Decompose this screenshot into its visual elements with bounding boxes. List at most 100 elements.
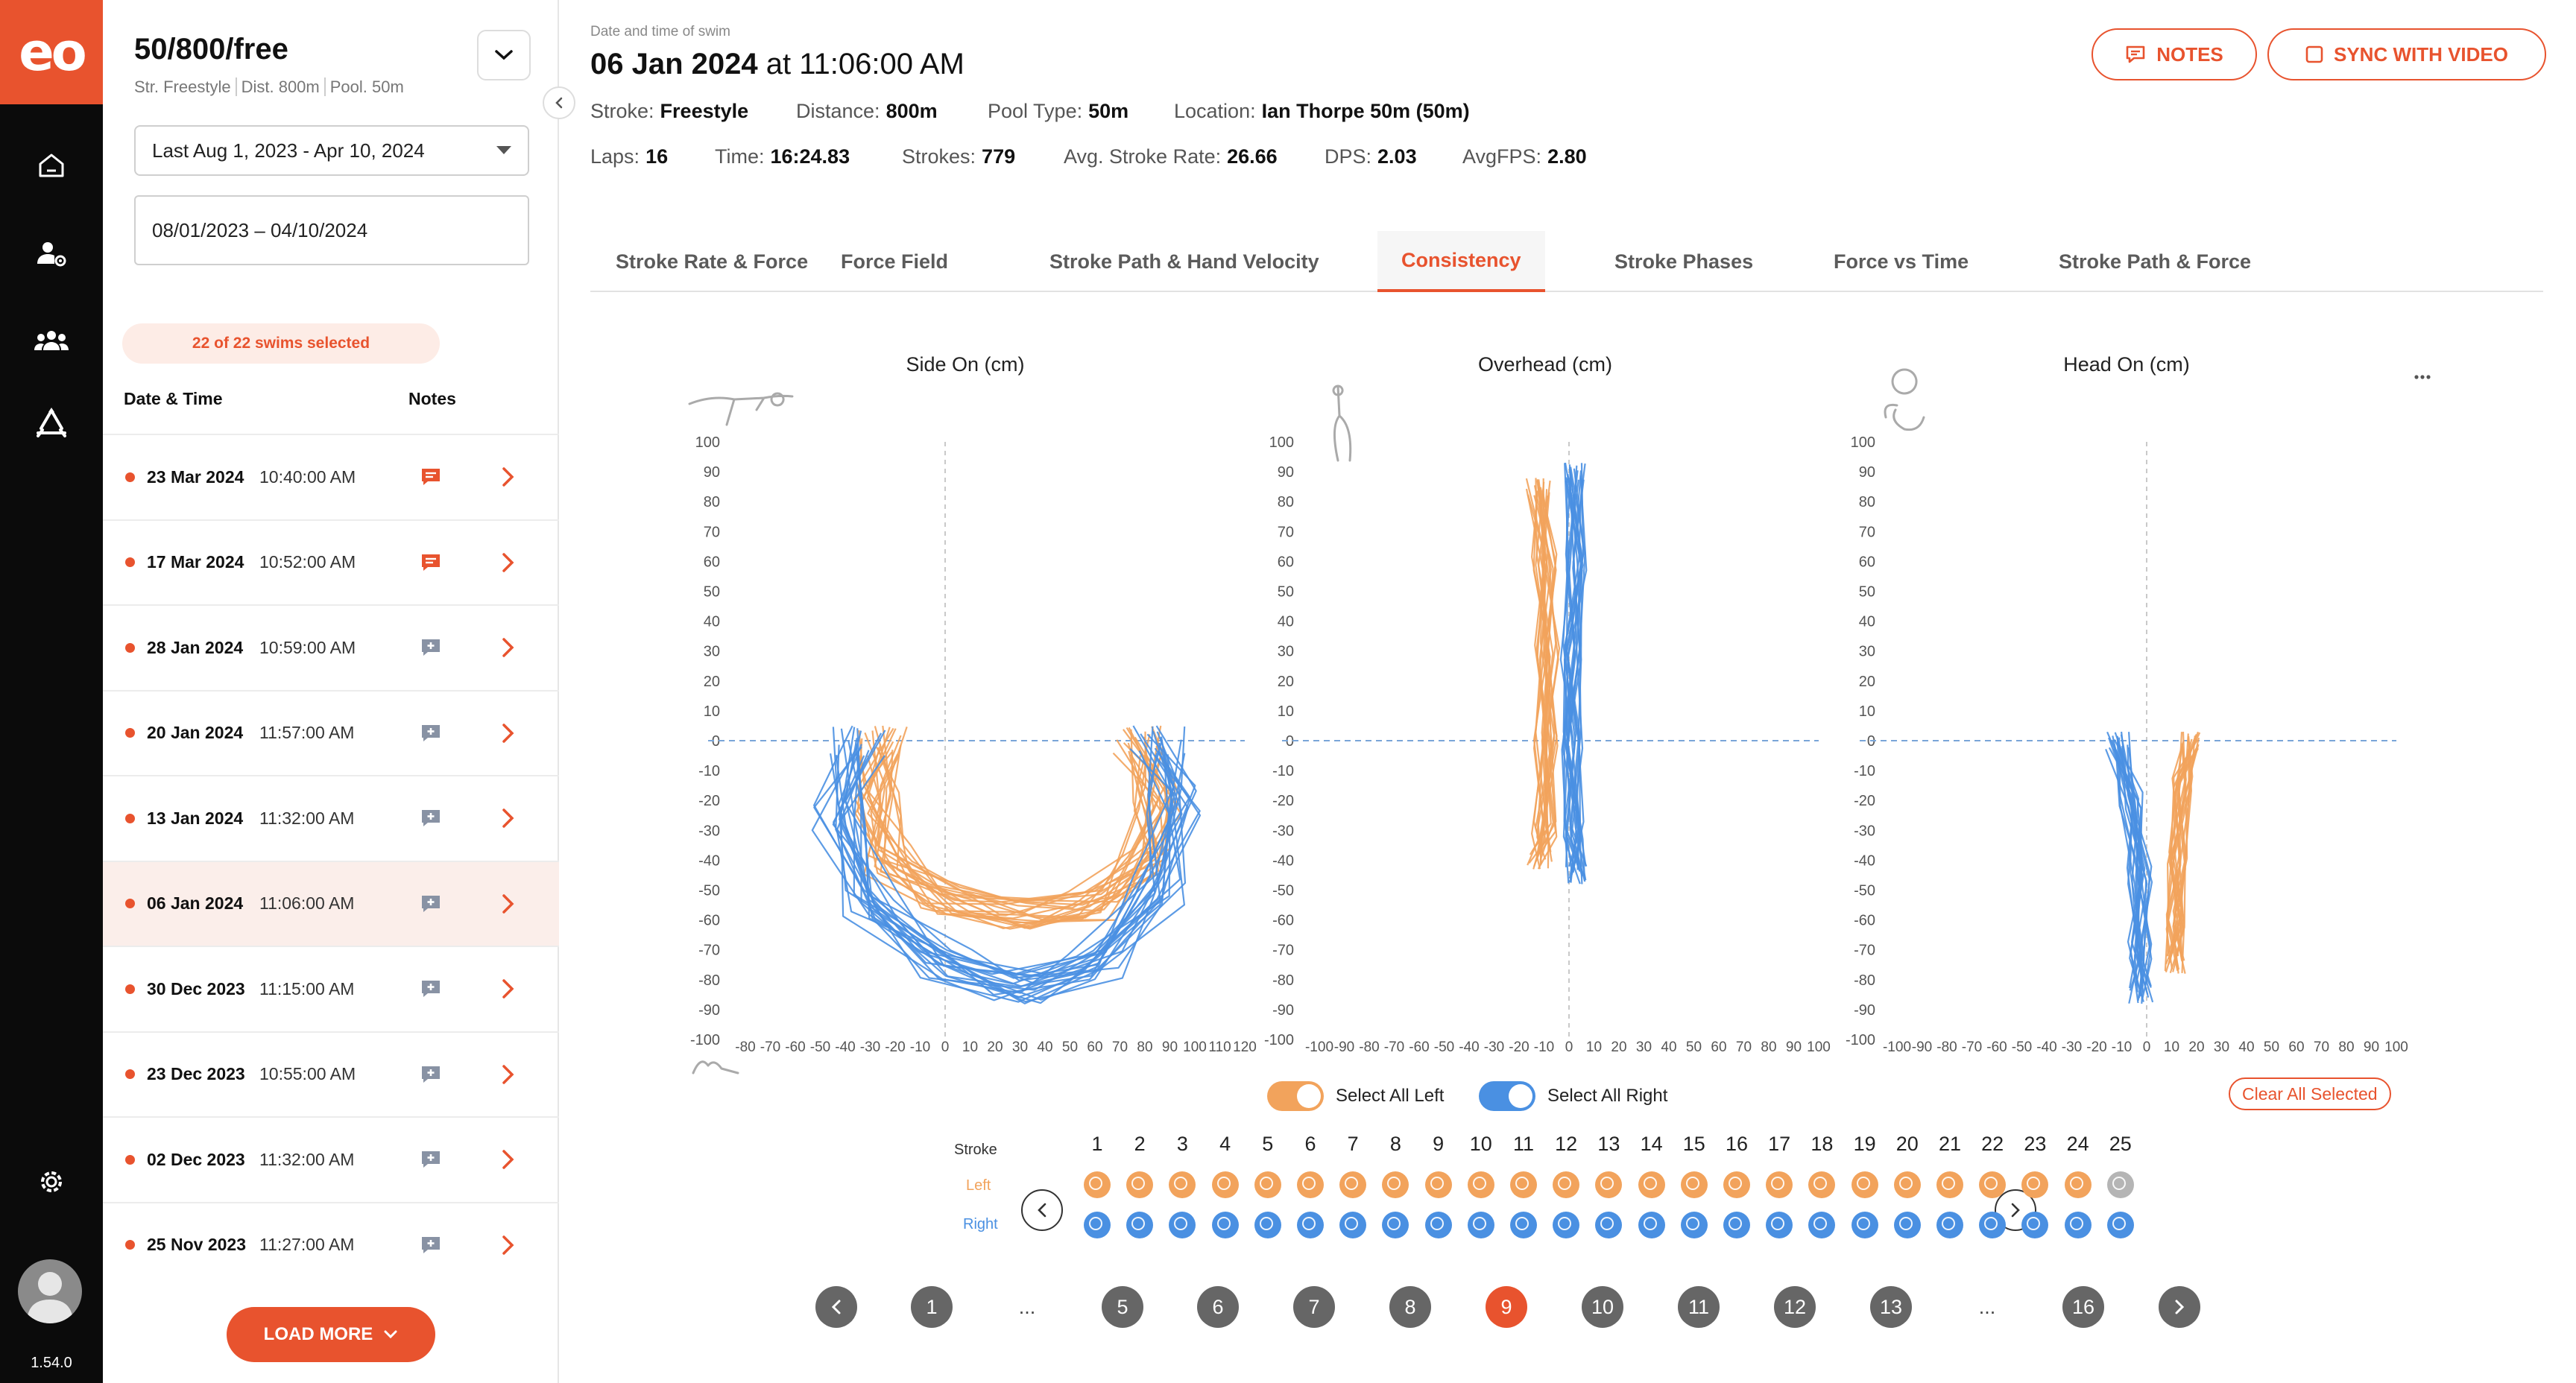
chevron-right-icon[interactable] (498, 1234, 517, 1256)
clear-all-selected-button[interactable]: Clear All Selected (2229, 1077, 2391, 1110)
left-stroke-toggle[interactable] (2106, 1171, 2134, 1198)
right-stroke-toggle[interactable] (2064, 1212, 2092, 1238)
left-stroke-toggle[interactable] (2064, 1171, 2092, 1198)
left-stroke-toggle[interactable] (1766, 1171, 1793, 1198)
right-stroke-toggle[interactable] (1211, 1212, 1239, 1238)
right-stroke-toggle[interactable] (1084, 1212, 1111, 1238)
swim-row[interactable]: 28 Jan 2024 10:59:00 AM (103, 604, 559, 690)
right-stroke-toggle[interactable] (2106, 1212, 2134, 1238)
user-settings-icon[interactable] (29, 232, 74, 277)
left-stroke-toggle[interactable] (1382, 1171, 1409, 1198)
left-stroke-toggle[interactable] (1595, 1171, 1623, 1198)
select-all-right-toggle[interactable]: Select All Right (1479, 1077, 1667, 1115)
tab-force-field[interactable]: Force Field (841, 250, 949, 273)
pager-page[interactable]: 6 (1197, 1286, 1239, 1328)
chevron-right-icon[interactable] (498, 1148, 517, 1171)
pager-page[interactable]: 7 (1293, 1286, 1335, 1328)
add-note-icon[interactable] (420, 1065, 441, 1084)
app-logo[interactable]: eo (0, 0, 103, 104)
tab-stroke-phases[interactable]: Stroke Phases (1614, 250, 1754, 273)
left-stroke-toggle[interactable] (1979, 1171, 2007, 1198)
add-note-icon[interactable] (420, 808, 441, 828)
pager-page[interactable]: 1 (911, 1286, 953, 1328)
right-stroke-toggle[interactable] (1126, 1212, 1154, 1238)
right-stroke-toggle[interactable] (2021, 1212, 2049, 1238)
left-stroke-toggle[interactable] (1084, 1171, 1111, 1198)
swim-row[interactable]: 23 Mar 2024 10:40:00 AM (103, 434, 559, 519)
left-stroke-toggle[interactable] (1638, 1171, 1665, 1198)
swim-row[interactable]: 30 Dec 2023 11:15:00 AM (103, 946, 559, 1031)
more-options-icon[interactable] (2414, 375, 2431, 379)
tab-consistency[interactable]: Consistency (1377, 231, 1545, 292)
date-range-input[interactable]: 08/01/2023 – 04/10/2024 (134, 195, 529, 265)
right-stroke-toggle[interactable] (1638, 1212, 1665, 1238)
chevron-right-icon[interactable] (498, 807, 517, 829)
home-icon[interactable] (29, 143, 74, 188)
stroke-prev-button[interactable] (1021, 1189, 1063, 1231)
load-more-button[interactable]: LOAD MORE (227, 1307, 435, 1362)
tab-stroke-path-force[interactable]: Stroke Path & Force (2059, 250, 2252, 273)
pager-next-button[interactable] (2159, 1286, 2200, 1328)
chevron-right-icon[interactable] (498, 551, 517, 574)
right-stroke-toggle[interactable] (1382, 1212, 1409, 1238)
right-stroke-toggle[interactable] (1553, 1212, 1580, 1238)
swim-row[interactable]: 25 Nov 2023 11:27:00 AM (103, 1201, 559, 1288)
left-stroke-toggle[interactable] (1169, 1171, 1196, 1198)
pager-prev-button[interactable] (815, 1286, 857, 1328)
chevron-right-icon[interactable] (498, 1063, 517, 1086)
left-stroke-toggle[interactable] (1553, 1171, 1580, 1198)
collapse-panel-button[interactable] (543, 86, 575, 119)
right-stroke-toggle[interactable] (1424, 1212, 1452, 1238)
date-preset-select[interactable]: Last Aug 1, 2023 - Apr 10, 2024 (134, 125, 529, 176)
swim-row[interactable]: 20 Jan 2024 11:57:00 AM (103, 689, 559, 776)
swim-row[interactable]: 02 Dec 2023 11:32:00 AM (103, 1116, 559, 1202)
notes-button[interactable]: NOTES (2092, 28, 2257, 80)
gear-icon[interactable] (29, 1159, 74, 1204)
pager-page[interactable]: 10 (1582, 1286, 1623, 1328)
right-stroke-toggle[interactable] (1680, 1212, 1708, 1238)
select-all-left-toggle[interactable]: Select All Left (1267, 1077, 1444, 1115)
add-note-icon[interactable] (420, 979, 441, 999)
pager-page[interactable]: 12 (1774, 1286, 1816, 1328)
right-stroke-toggle[interactable] (1979, 1212, 2007, 1238)
right-stroke-toggle[interactable] (1254, 1212, 1281, 1238)
pager-page[interactable]: 13 (1870, 1286, 1912, 1328)
add-note-icon[interactable] (420, 1235, 441, 1255)
left-stroke-toggle[interactable] (2021, 1171, 2049, 1198)
right-stroke-toggle[interactable] (1766, 1212, 1793, 1238)
pager-page[interactable]: 16 (2062, 1286, 2104, 1328)
left-stroke-toggle[interactable] (1126, 1171, 1154, 1198)
left-stroke-toggle[interactable] (1723, 1171, 1750, 1198)
right-stroke-toggle[interactable] (1893, 1212, 1921, 1238)
chevron-right-icon[interactable] (498, 636, 517, 659)
right-stroke-toggle[interactable] (1851, 1212, 1878, 1238)
avatar[interactable] (18, 1259, 82, 1323)
swim-row[interactable]: 13 Jan 2024 11:32:00 AM (103, 775, 559, 861)
right-stroke-toggle[interactable] (1297, 1212, 1324, 1238)
left-stroke-toggle[interactable] (1510, 1171, 1537, 1198)
right-stroke-toggle[interactable] (1467, 1212, 1494, 1238)
left-stroke-toggle[interactable] (1808, 1171, 1836, 1198)
pager-page[interactable]: 9 (1486, 1286, 1527, 1328)
chevron-right-icon[interactable] (498, 893, 517, 915)
right-stroke-toggle[interactable] (1595, 1212, 1623, 1238)
note-icon[interactable] (420, 553, 441, 572)
add-note-icon[interactable] (420, 1150, 441, 1169)
add-note-icon[interactable] (420, 894, 441, 914)
left-stroke-toggle[interactable] (1339, 1171, 1367, 1198)
pager-page[interactable]: 5 (1102, 1286, 1143, 1328)
recycle-icon[interactable] (29, 402, 74, 447)
left-stroke-toggle[interactable] (1424, 1171, 1452, 1198)
add-note-icon[interactable] (420, 638, 441, 657)
chevron-right-icon[interactable] (498, 722, 517, 744)
left-stroke-toggle[interactable] (1893, 1171, 1921, 1198)
swim-row[interactable]: 17 Mar 2024 10:52:00 AM (103, 519, 559, 605)
right-stroke-toggle[interactable] (1510, 1212, 1537, 1238)
sync-video-button[interactable]: SYNC WITH VIDEO (2267, 28, 2546, 80)
right-stroke-toggle[interactable] (1808, 1212, 1836, 1238)
swim-row[interactable]: 06 Jan 2024 11:06:00 AM (103, 860, 559, 946)
right-stroke-toggle[interactable] (1723, 1212, 1750, 1238)
left-stroke-toggle[interactable] (1467, 1171, 1494, 1198)
left-stroke-toggle[interactable] (1211, 1171, 1239, 1198)
chevron-right-icon[interactable] (498, 466, 517, 488)
